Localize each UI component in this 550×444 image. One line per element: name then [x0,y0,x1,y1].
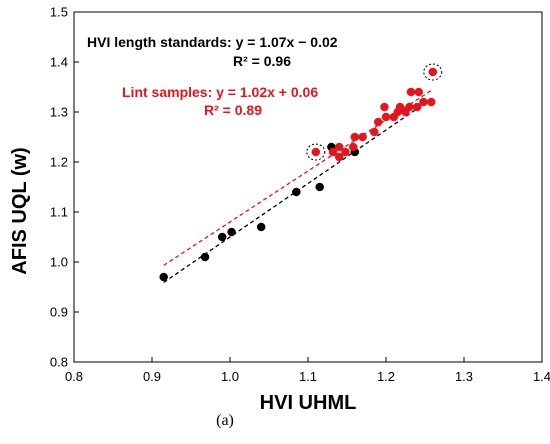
lint-data-point [380,102,389,112]
lint-data-point [348,142,358,152]
x-tick-label: 0.8 [65,369,83,384]
x-tick-label: 1.2 [377,369,395,384]
plot-frame [73,11,543,363]
lint-data-point [311,147,321,157]
standard-data-point [200,252,210,262]
standard-data-point [292,187,301,197]
standard-data-point [315,182,324,192]
black-fit-equation: HVI length standards: y = 1.07x − 0.02 [87,34,338,50]
x-tick-label: 1.1 [299,369,317,384]
lint-data-point [381,112,391,122]
annotations-layer: HVI length standards: y = 1.07x − 0.02 R… [87,34,338,118]
y-tick-label: 1.1 [50,205,68,220]
axes-layer: 0.8 0.9 1.0 1.1 1.2 1.3 1.4 0.8 0.9 1.0 1.1 1.2 1.3 1… [50,5,550,385]
lint-data-point [373,117,383,127]
x-tick-label: 0.9 [143,369,161,384]
lint-data-point [426,97,436,107]
lint-data-point [395,102,405,112]
standard-data-point [227,227,236,237]
lint-data-point [412,102,422,112]
lint-data-point [370,127,379,137]
y-tick-label: 1.3 [50,105,68,120]
figure-caption: (a) [216,412,234,429]
x-axis-title: HVI UHML [260,392,357,414]
lint-data-point [358,132,367,142]
y-tick-label: 1.2 [50,155,68,170]
lint-data-point [419,97,428,107]
lint-data-point [428,67,438,77]
lint-data-point [350,132,360,142]
y-tick-label: 1.5 [50,5,68,20]
lint-data-point [406,87,416,97]
lint-data-point [414,87,424,97]
red-fit-r2: R² = 0.89 [204,102,262,118]
standard-data-point [256,222,266,232]
y-tick-label: 1.0 [50,255,68,270]
x-tick-label: 1.3 [455,369,473,384]
x-tick-label: 1.0 [221,369,239,384]
lint-data-point [334,152,344,162]
plot-layer [159,63,443,284]
y-axis-title: AFIS UQL (w) [9,147,31,274]
x-tick-label: 1.4 [533,369,550,384]
highlight-circle [306,143,326,161]
standard-data-point [159,272,168,282]
lint-data-point [334,142,344,152]
standard-data-point [217,232,227,242]
lint-data-point [341,147,350,157]
y-tick-label: 0.8 [50,355,68,370]
highlight-circle [423,63,443,81]
lint-data-point [328,147,338,157]
red-fit-equation: Lint samples: y = 1.02x + 0.06 [122,84,318,100]
y-tick-label: 1.4 [50,55,68,70]
y-tick-label: 0.9 [50,305,68,320]
lint-data-point [405,102,414,112]
black-fit-r2: R² = 0.96 [233,53,291,69]
